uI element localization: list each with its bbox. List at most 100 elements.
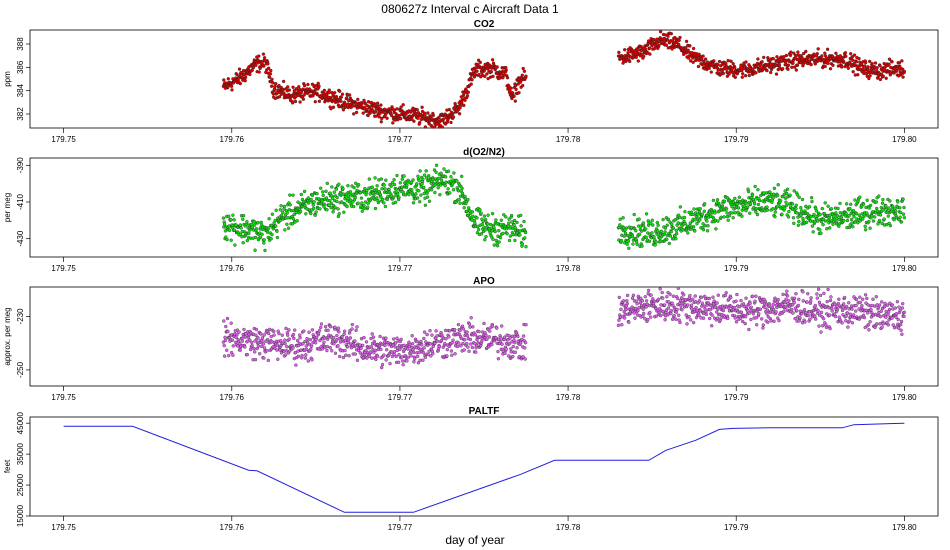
data-point [652, 299, 657, 303]
data-point [331, 105, 336, 109]
data-point [224, 324, 228, 329]
data-point [226, 77, 230, 81]
data-point [262, 356, 266, 360]
data-point [724, 291, 728, 295]
data-point [658, 287, 662, 291]
data-point [254, 63, 258, 67]
data-point [874, 295, 878, 299]
data-point [487, 335, 491, 339]
data-point [896, 317, 900, 322]
data-point [342, 329, 347, 333]
data-point [791, 61, 795, 65]
data-point [269, 84, 274, 88]
data-point [274, 208, 278, 212]
x-tick-label: 179.79 [724, 523, 749, 532]
data-point [270, 77, 274, 82]
data-point [329, 107, 333, 111]
data-point [285, 222, 289, 226]
data-point [523, 236, 527, 240]
series-line [63, 422, 905, 513]
data-point [347, 93, 352, 97]
data-point [329, 205, 333, 210]
data-point [772, 319, 776, 323]
data-point [374, 357, 378, 362]
data-point [863, 224, 867, 228]
data-point [483, 74, 487, 79]
data-point [445, 354, 449, 358]
data-point [421, 350, 426, 355]
data-point [669, 230, 673, 234]
x-tick-label: 179.80 [892, 523, 917, 532]
data-point [268, 72, 273, 76]
data-point [291, 332, 296, 337]
data-point [644, 299, 649, 303]
data-point [279, 204, 283, 208]
data-point [452, 171, 456, 175]
data-point [682, 215, 687, 220]
data-point [845, 311, 850, 315]
data-point [497, 229, 501, 233]
data-point [762, 55, 766, 60]
data-point [277, 83, 281, 88]
data-point [293, 99, 298, 104]
data-point [378, 111, 382, 115]
data-point [888, 199, 892, 203]
data-point [880, 325, 884, 329]
data-point [821, 223, 825, 227]
data-point [692, 207, 696, 211]
data-point [361, 343, 365, 348]
data-point [674, 310, 678, 314]
data-point [879, 309, 883, 313]
x-tick-label: 179.78 [556, 135, 581, 144]
data-point [894, 69, 899, 73]
data-point [794, 68, 798, 72]
data-point [652, 235, 656, 239]
data-point [840, 65, 844, 69]
data-point [276, 357, 280, 361]
data-point [701, 54, 705, 58]
data-point [626, 239, 631, 243]
data-point [840, 308, 845, 313]
data-point [470, 78, 474, 82]
data-point [354, 110, 359, 115]
data-point [823, 201, 827, 205]
data-point [850, 321, 855, 325]
data-point [306, 359, 310, 363]
data-point [619, 307, 623, 311]
plot-frame [29, 416, 939, 517]
data-point [900, 59, 904, 63]
data-point [675, 296, 680, 301]
data-point [513, 341, 517, 345]
data-point [500, 324, 504, 328]
data-point [359, 346, 363, 351]
data-point [782, 309, 786, 314]
data-point [278, 348, 282, 352]
data-point [520, 73, 524, 77]
data-point [758, 307, 763, 311]
x-axis-label: day of year [445, 533, 504, 547]
data-point [693, 294, 697, 298]
data-point [634, 229, 638, 233]
data-point [394, 200, 398, 204]
data-point [417, 178, 421, 183]
x-tick-label: 179.78 [556, 523, 581, 532]
data-point [656, 223, 660, 227]
data-point [414, 192, 418, 196]
data-point [829, 295, 833, 299]
data-point [862, 315, 867, 320]
data-point [248, 347, 253, 352]
data-point [886, 323, 890, 327]
data-point [330, 349, 334, 353]
data-point [410, 342, 415, 346]
data-point [636, 48, 640, 52]
data-point [293, 328, 297, 332]
y-tick-label: 45000 [16, 412, 25, 435]
data-point [231, 344, 235, 348]
data-point [806, 292, 810, 296]
data-point [301, 97, 306, 101]
data-point [875, 206, 879, 211]
data-point [733, 75, 737, 79]
data-point [509, 347, 513, 351]
data-point [479, 232, 484, 236]
data-point [844, 314, 848, 318]
